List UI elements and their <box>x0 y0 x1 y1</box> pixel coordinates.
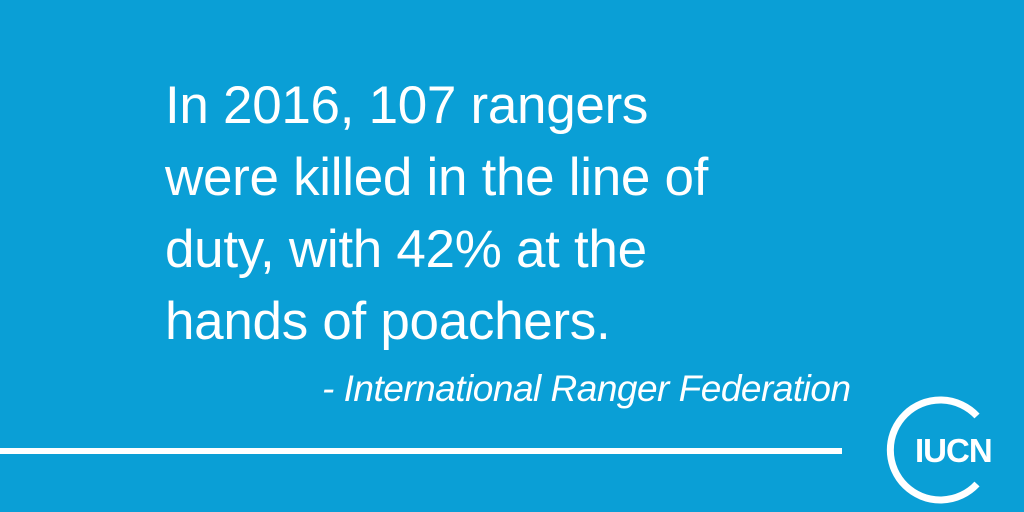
iucn-logo: IUCN <box>886 396 993 504</box>
logo-arc-icon <box>886 396 980 504</box>
quote-line-4: hands of poachers. <box>165 292 611 351</box>
quote-line-2: were killed in the line of <box>165 148 709 207</box>
logo-text: IUCN <box>915 432 992 469</box>
quote-attribution: - International Ranger Federation <box>322 368 851 409</box>
quote-line-1: In 2016, 107 rangers <box>165 76 649 135</box>
quote-text: In 2016, 107 rangers were killed in the … <box>165 70 845 358</box>
quote-line-3: duty, with 42% at the <box>165 220 647 279</box>
divider-line <box>0 448 842 454</box>
